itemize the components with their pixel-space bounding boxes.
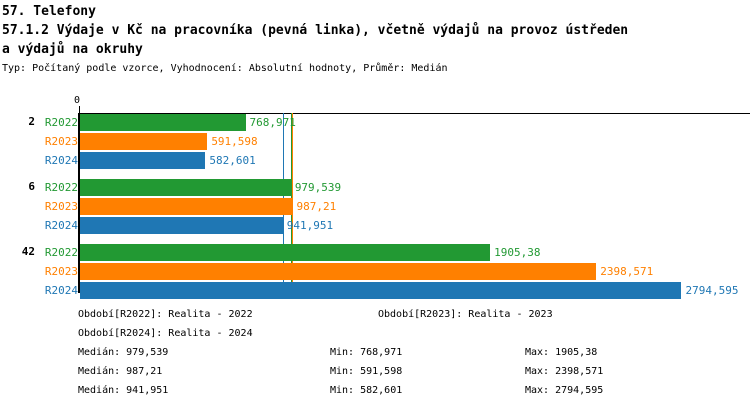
bar-row: R2022 1905,38: [0, 244, 750, 261]
bar-row: R2024 2794,595: [0, 282, 750, 299]
series-label-r2024: R2024: [44, 284, 78, 297]
bar-r2023[interactable]: [80, 198, 293, 215]
bar-value-label: 2794,595: [685, 284, 739, 297]
min-value-r2022: Min: 768,971: [330, 347, 403, 358]
bar-value-label: 1905,38: [494, 246, 541, 259]
bar-row: R2022 768,971: [0, 114, 750, 131]
axis-vertical-line: [78, 113, 80, 293]
bar-group: 2 R2022 768,971 R2023 591,598 R2024 582,601: [0, 114, 750, 171]
axis-top-line: [79, 113, 750, 114]
bar-value-label: 2398,571: [600, 265, 654, 278]
max-value-r2022: Max: 1905,38: [525, 347, 598, 358]
bar-value-label: 591,598: [211, 135, 258, 148]
bar-value-label: 979,539: [294, 181, 342, 194]
chart-title-line2: a výdajů na okruhy: [2, 42, 143, 57]
chart-footer: Období[R2022]: Realita - 2022 Období[R20…: [0, 306, 750, 401]
series-label-r2024: R2024: [44, 154, 78, 167]
group-label: 2: [28, 115, 35, 128]
bar-r2024[interactable]: [80, 217, 283, 234]
bar-row: R2024 582,601: [0, 152, 750, 169]
bar-value-label: 582,601: [209, 154, 256, 167]
bar-group: 42 R2022 1905,38 R2023 2398,571 R2024 2794,595: [0, 244, 750, 301]
bar-value-label: 768,971: [249, 116, 296, 129]
series-label-r2023: R2023: [44, 135, 78, 148]
bar-value-label: 987,21: [296, 200, 337, 213]
bar-row: R2023 591,598: [0, 133, 750, 150]
median-line-r2023: [292, 113, 294, 293]
bar-r2024[interactable]: [80, 282, 682, 299]
legend-row-2: Období[R2024]: Realita - 2024: [0, 325, 750, 344]
bar-r2022[interactable]: [80, 179, 291, 196]
bar-row: R2024 941,951: [0, 217, 750, 234]
page-title: 57. Telefony: [2, 4, 96, 19]
legend-item-r2023[interactable]: Období[R2023]: Realita - 2023: [378, 309, 553, 320]
series-label-r2022: R2022: [44, 181, 78, 194]
stats-row-r2024: Medián: 941,951 Min: 582,601 Max: 2794,5…: [0, 382, 750, 401]
min-value-r2024: Min: 582,601: [330, 385, 403, 396]
series-label-r2023: R2023: [44, 200, 78, 213]
chart-title-line1: 57.1.2 Výdaje v Kč na pracovníka (pevná …: [2, 23, 629, 38]
median-value-r2024: Medián: 941,951: [78, 385, 169, 396]
bar-r2023[interactable]: [80, 263, 597, 280]
min-value-r2023: Min: 591,598: [330, 366, 403, 377]
group-label: 6: [28, 180, 35, 193]
legend-row-1: Období[R2022]: Realita - 2022 Období[R20…: [0, 306, 750, 325]
stats-row-r2022: Medián: 979,539 Min: 768,971 Max: 1905,3…: [0, 344, 750, 363]
max-value-r2024: Max: 2794,595: [525, 385, 604, 396]
stats-row-r2023: Medián: 987,21 Min: 591,598 Max: 2398,57…: [0, 363, 750, 382]
bar-r2022[interactable]: [80, 244, 491, 261]
chart-subtitle: Typ: Počítaný podle vzorce, Vyhodnocení:…: [2, 63, 448, 74]
series-label-r2023: R2023: [44, 265, 78, 278]
max-value-r2023: Max: 2398,571: [525, 366, 604, 377]
bar-row: R2023 987,21: [0, 198, 750, 215]
bar-row: R2023 2398,571: [0, 263, 750, 280]
axis-tick-mark: [79, 106, 80, 113]
series-label-r2022: R2022: [44, 246, 78, 259]
bar-value-label: 941,951: [286, 219, 334, 232]
bar-group: 6 R2022 979,539 R2023 987,21 R2024 941,951: [0, 179, 750, 236]
group-label: 42: [21, 245, 35, 258]
chart-plot-area: 0 2 R2022 768,971 R2023 591,598 R2024 582,601 6…: [0, 96, 750, 301]
chart-header: 57. Telefony 57.1.2 Výdaje v Kč na praco…: [0, 0, 750, 74]
bar-row: R2022 979,539: [0, 179, 750, 196]
axis-tick-label-0: 0: [74, 95, 81, 106]
bar-r2023[interactable]: [80, 133, 208, 150]
series-label-r2022: R2022: [44, 116, 78, 129]
bar-r2022[interactable]: [80, 114, 246, 131]
median-value-r2022: Medián: 979,539: [78, 347, 169, 358]
series-label-r2024: R2024: [44, 219, 78, 232]
bar-r2024[interactable]: [80, 152, 206, 169]
legend-item-r2024[interactable]: Období[R2024]: Realita - 2024: [78, 328, 253, 339]
median-value-r2023: Medián: 987,21: [78, 366, 163, 377]
legend-item-r2022[interactable]: Období[R2022]: Realita - 2022: [78, 309, 253, 320]
